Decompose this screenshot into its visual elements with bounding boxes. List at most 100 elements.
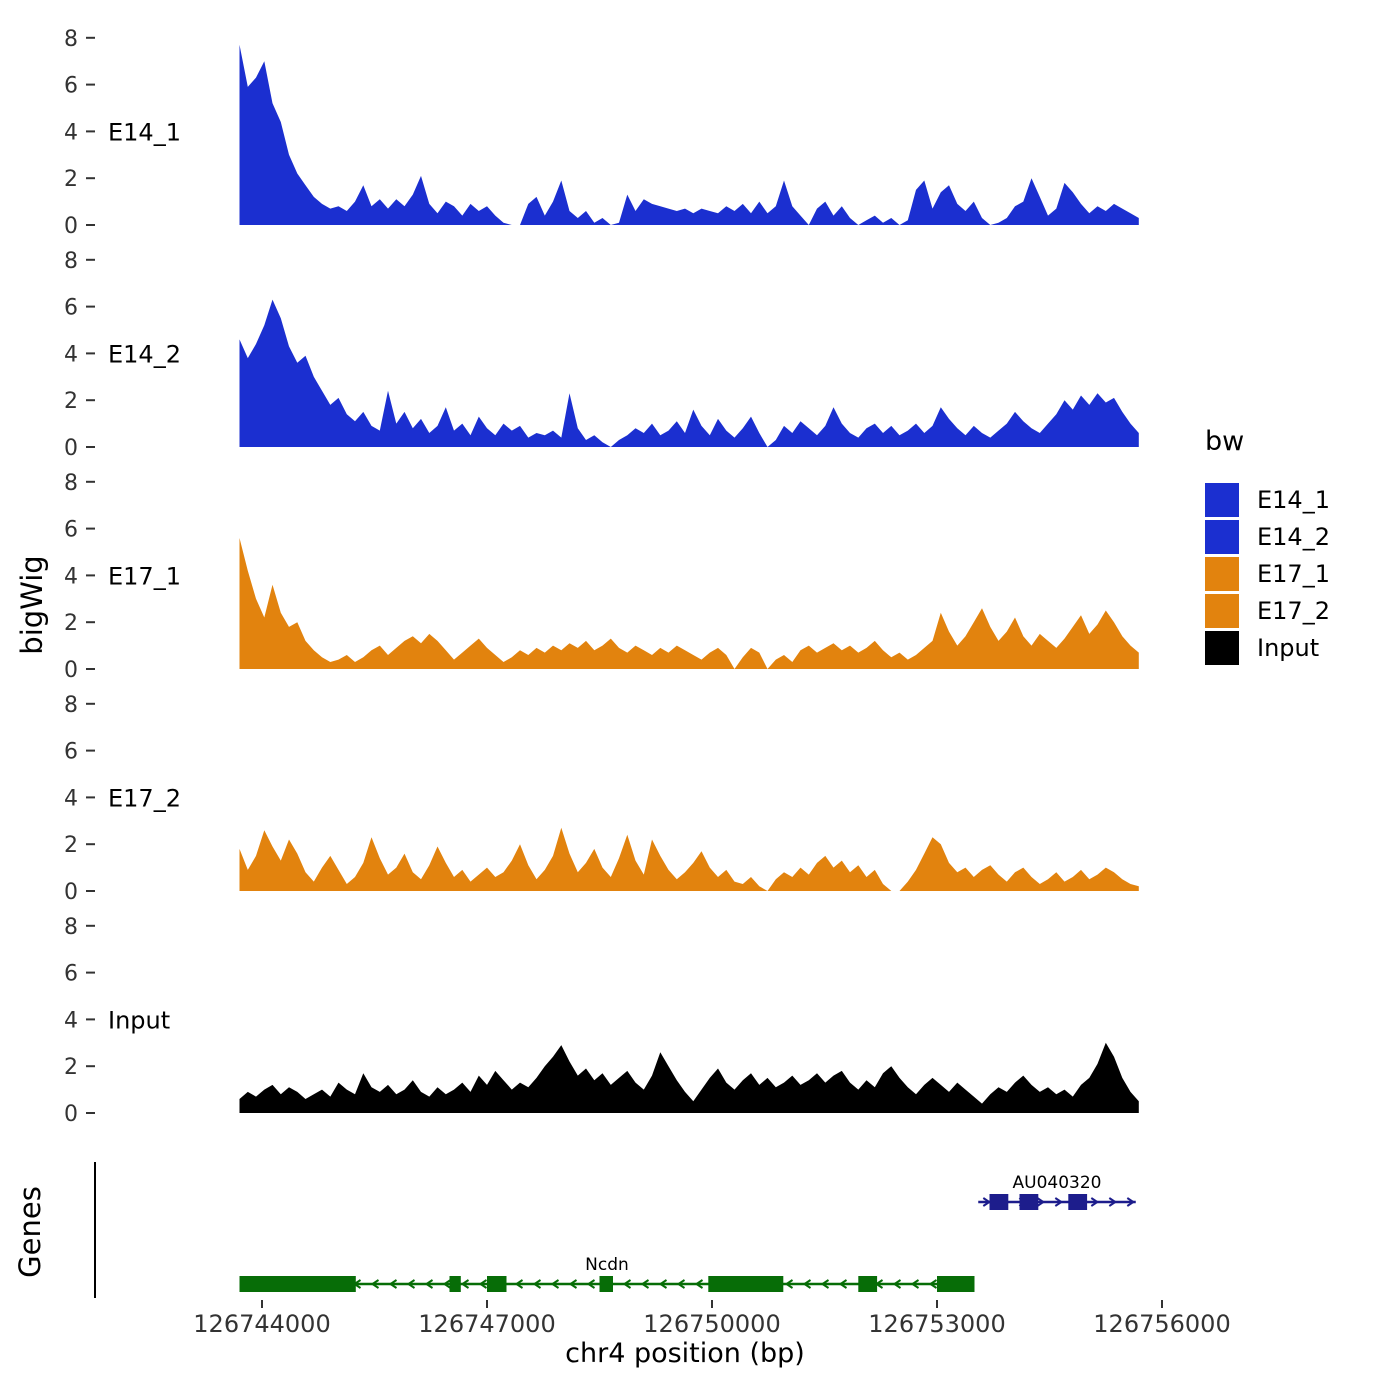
legend-swatch-E14_1: [1205, 483, 1239, 517]
y-tick-label: 2: [64, 1055, 78, 1080]
legend-title: bw: [1205, 426, 1245, 457]
gene-exon: [449, 1276, 461, 1292]
strand-arrow-icon: [640, 1279, 650, 1289]
strand-arrow-icon: [514, 1279, 524, 1289]
area-Input: [239, 1042, 1139, 1113]
y-tick-label: 2: [64, 389, 78, 414]
strand-arrow-icon: [784, 1279, 794, 1289]
strand-arrow-icon: [1126, 1197, 1136, 1207]
track-label: Input: [108, 1006, 170, 1034]
legend-swatch-Input: [1205, 631, 1239, 665]
strand-arrow-icon: [442, 1279, 452, 1289]
gene-exon: [937, 1276, 975, 1292]
gene-exon: [1068, 1194, 1088, 1210]
strand-arrow-icon: [568, 1279, 578, 1289]
strand-arrow-icon: [658, 1279, 668, 1289]
y-tick-label: 4: [64, 1008, 78, 1033]
y-tick-label: 2: [64, 833, 78, 858]
strand-arrow-icon: [622, 1279, 632, 1289]
legend-swatch-E17_1: [1205, 557, 1239, 591]
area-E14_1: [239, 44, 1139, 225]
gene-exon: [858, 1276, 878, 1292]
legend-swatch-E17_2: [1205, 594, 1239, 628]
strand-arrow-icon: [802, 1279, 812, 1289]
strand-arrow-icon: [1090, 1197, 1100, 1207]
legend-item-label: E14_1: [1257, 486, 1330, 514]
strand-arrow-icon: [676, 1279, 686, 1289]
legend-item-E14_2: E14_2: [1205, 520, 1330, 554]
track-label: E17_2: [108, 784, 181, 812]
legend-item-Input: Input: [1205, 631, 1330, 665]
legend-items: E14_1 E14_2 E17_1 E17_2 Input: [1205, 483, 1330, 665]
gene-label: AU040320: [1013, 1173, 1102, 1193]
area-E14_2: [239, 299, 1139, 447]
y-tick-label: 8: [64, 693, 78, 718]
gene-exon: [599, 1276, 613, 1292]
x-tick-label: 126750000: [643, 1310, 780, 1338]
gene-exon: [239, 1276, 356, 1292]
y-tick-label: 0: [64, 214, 78, 239]
legend-item-label: E17_2: [1257, 597, 1330, 625]
y-tick-label: 6: [64, 962, 78, 987]
legend-item-label: E17_1: [1257, 560, 1330, 588]
y-tick-label: 0: [64, 658, 78, 683]
y-tick-label: 8: [64, 249, 78, 274]
strand-arrow-icon: [928, 1279, 938, 1289]
legend-swatch-E14_2: [1205, 520, 1239, 554]
x-axis-title: chr4 position (bp): [565, 1338, 805, 1369]
y-tick-label: 4: [64, 564, 78, 589]
gene-label: Ncdn: [585, 1255, 629, 1275]
x-tick-label: 126744000: [193, 1310, 330, 1338]
strand-arrow-icon: [1054, 1197, 1064, 1207]
strand-arrow-icon: [1108, 1197, 1118, 1207]
legend: bw E14_1 E14_2 E17_1 E17_2 Input: [1205, 426, 1330, 668]
y-tick-label: 6: [64, 740, 78, 765]
y-tick-label: 8: [64, 915, 78, 940]
y-tick-label: 0: [64, 436, 78, 461]
y-tick-label: 4: [64, 120, 78, 145]
y-tick-label: 6: [64, 296, 78, 321]
strand-arrow-icon: [982, 1197, 992, 1207]
legend-item-E17_1: E17_1: [1205, 557, 1330, 591]
y-tick-label: 6: [64, 74, 78, 99]
y-tick-label: 4: [64, 342, 78, 367]
strand-arrow-icon: [820, 1279, 830, 1289]
x-tick-label: 126753000: [868, 1310, 1005, 1338]
y-tick-label: 4: [64, 786, 78, 811]
gene-exon: [989, 1194, 1009, 1210]
strand-arrow-icon: [550, 1279, 560, 1289]
gene-exon: [487, 1276, 507, 1292]
legend-item-E14_1: E14_1: [1205, 483, 1330, 517]
strand-arrow-icon: [460, 1279, 470, 1289]
y-tick-label: 8: [64, 471, 78, 496]
track-label: E14_2: [108, 340, 181, 368]
strand-arrow-icon: [406, 1279, 416, 1289]
strand-arrow-icon: [370, 1279, 380, 1289]
area-E17_2: [239, 827, 1139, 891]
y-tick-label: 0: [64, 880, 78, 905]
strand-arrow-icon: [694, 1279, 704, 1289]
legend-item-label: Input: [1257, 634, 1320, 662]
y-tick-label: 2: [64, 167, 78, 192]
gene-exon: [708, 1276, 784, 1292]
strand-arrow-icon: [388, 1279, 398, 1289]
strand-arrow-icon: [532, 1279, 542, 1289]
strand-arrow-icon: [586, 1279, 596, 1289]
strand-arrow-icon: [910, 1279, 920, 1289]
strand-arrow-icon: [424, 1279, 434, 1289]
legend-item-E17_2: E17_2: [1205, 594, 1330, 628]
legend-item-label: E14_2: [1257, 523, 1330, 551]
y-tick-label: 2: [64, 611, 78, 636]
y-tick-label: 8: [64, 27, 78, 52]
y-tick-label: 0: [64, 1102, 78, 1127]
y-tick-label: 6: [64, 518, 78, 543]
strand-arrow-icon: [838, 1279, 848, 1289]
x-tick-label: 126747000: [418, 1310, 555, 1338]
strand-arrow-icon: [478, 1279, 488, 1289]
track-label: E17_1: [108, 562, 181, 590]
strand-arrow-icon: [1036, 1197, 1046, 1207]
track-label: E14_1: [108, 118, 181, 146]
gene-exon: [1019, 1194, 1039, 1210]
